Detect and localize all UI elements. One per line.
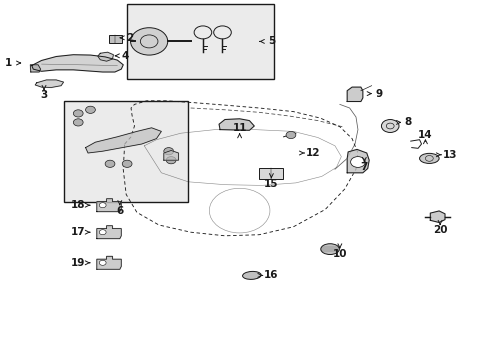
- Polygon shape: [219, 119, 254, 130]
- Polygon shape: [97, 199, 121, 212]
- Circle shape: [122, 160, 132, 167]
- Polygon shape: [32, 55, 123, 72]
- Text: 20: 20: [432, 225, 447, 235]
- Text: 15: 15: [264, 179, 278, 189]
- Text: 2: 2: [126, 33, 133, 43]
- Polygon shape: [429, 211, 444, 222]
- Polygon shape: [346, 87, 362, 102]
- Bar: [259, 168, 282, 179]
- Circle shape: [350, 157, 365, 167]
- Text: 19: 19: [71, 258, 85, 268]
- Text: 1: 1: [5, 58, 12, 68]
- Text: 11: 11: [232, 123, 246, 133]
- Circle shape: [130, 28, 167, 55]
- Text: 5: 5: [267, 36, 274, 46]
- Circle shape: [166, 157, 176, 164]
- Text: 16: 16: [264, 270, 278, 280]
- Circle shape: [73, 110, 83, 117]
- Bar: [127, 4, 273, 79]
- Text: 6: 6: [116, 206, 123, 216]
- Text: 18: 18: [71, 200, 85, 210]
- Polygon shape: [97, 256, 121, 269]
- Circle shape: [285, 131, 295, 139]
- Text: 9: 9: [375, 89, 382, 99]
- Bar: [108, 35, 122, 43]
- Circle shape: [105, 160, 115, 167]
- Polygon shape: [97, 226, 121, 239]
- Text: 4: 4: [121, 51, 128, 61]
- Text: 12: 12: [305, 148, 320, 158]
- Circle shape: [99, 230, 106, 235]
- Circle shape: [99, 203, 106, 208]
- Circle shape: [73, 119, 83, 126]
- Ellipse shape: [419, 153, 438, 163]
- Circle shape: [163, 148, 173, 155]
- Polygon shape: [85, 128, 161, 153]
- Polygon shape: [346, 149, 368, 173]
- Bar: [63, 101, 188, 202]
- Circle shape: [381, 120, 398, 132]
- Text: 8: 8: [404, 117, 411, 127]
- Text: 7: 7: [360, 162, 367, 172]
- Ellipse shape: [242, 271, 261, 279]
- Text: 17: 17: [71, 227, 85, 237]
- Text: 10: 10: [332, 249, 346, 259]
- Text: 14: 14: [417, 130, 432, 140]
- Ellipse shape: [320, 244, 339, 255]
- Circle shape: [85, 106, 95, 113]
- Polygon shape: [35, 80, 63, 87]
- Circle shape: [99, 260, 106, 265]
- Polygon shape: [163, 150, 178, 160]
- Polygon shape: [98, 52, 113, 61]
- Polygon shape: [30, 65, 41, 72]
- Text: 3: 3: [41, 90, 47, 100]
- Text: 13: 13: [442, 150, 456, 160]
